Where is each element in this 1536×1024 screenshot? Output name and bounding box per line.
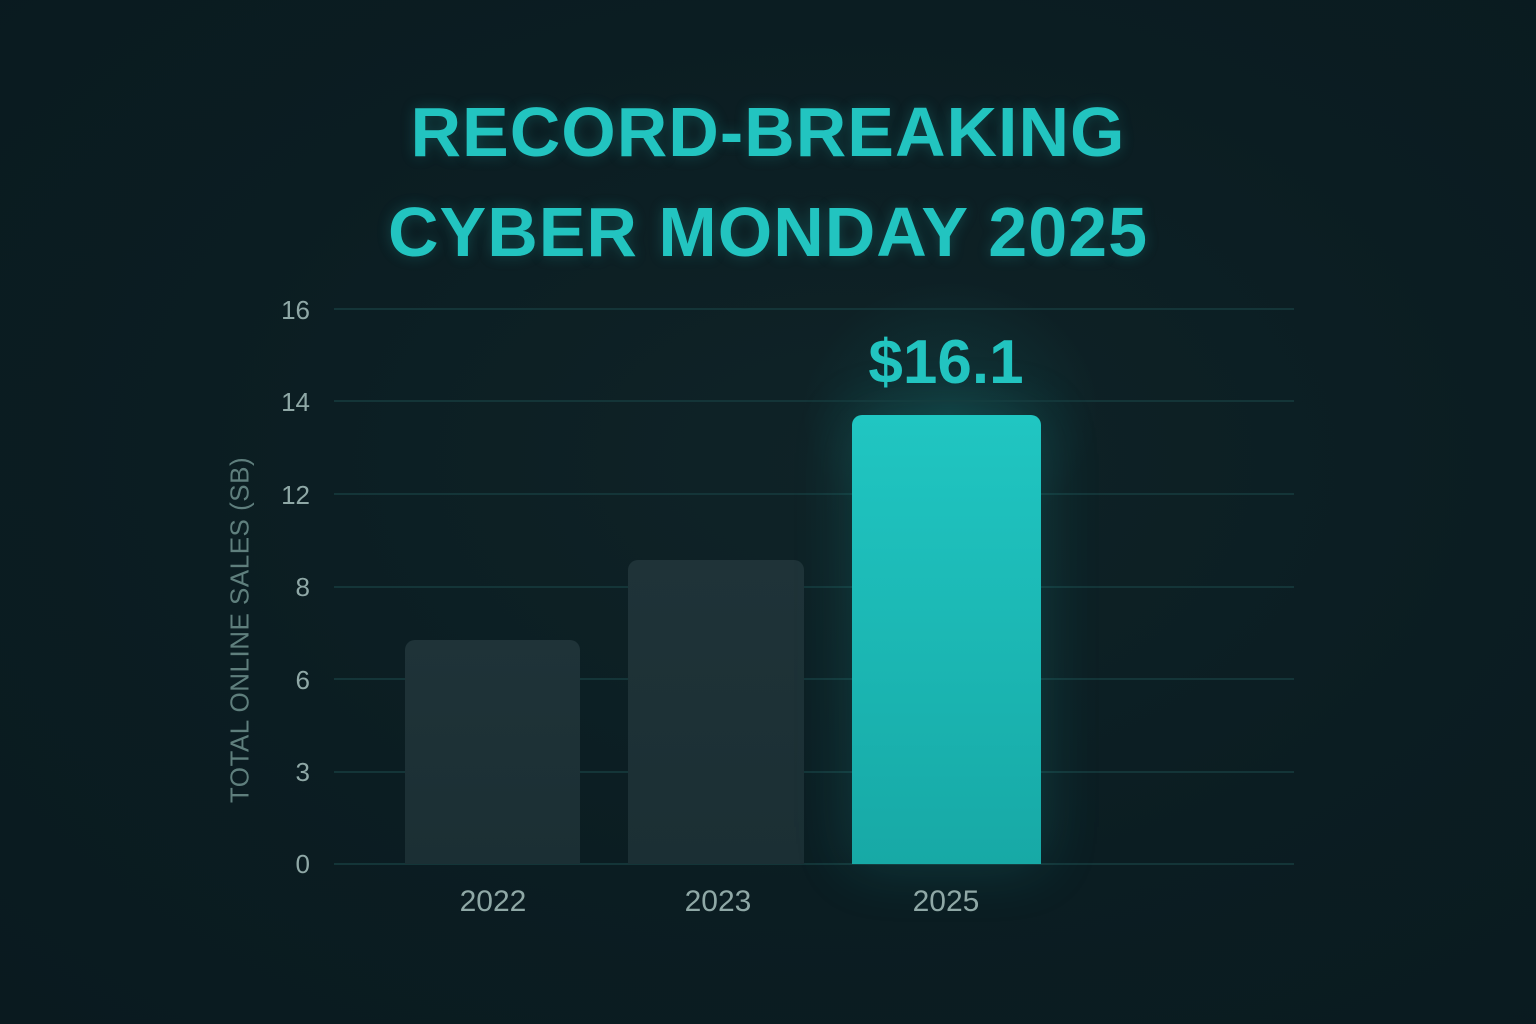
chart-title-line-2: CYBER MONDAY 2025 <box>387 193 1149 271</box>
y-axis-label: TOTAL ONLINE SALES (SB) <box>224 456 255 804</box>
bar-2025-value-label: $16.1 <box>868 328 1024 397</box>
ytick-label: 12 <box>281 480 310 510</box>
ytick-label: 3 <box>295 757 310 787</box>
gridline-0 <box>334 863 1294 865</box>
ytick-label: 8 <box>295 572 310 602</box>
bar-2025 <box>852 415 1041 864</box>
gridline-16 <box>334 308 1294 310</box>
gridline-14 <box>334 400 1294 402</box>
bar-2022 <box>405 640 580 864</box>
ytick-label: 14 <box>281 387 310 417</box>
chart-title-line-1: RECORD-BREAKING <box>410 93 1126 171</box>
bar-2023 <box>628 560 804 864</box>
chart-title: RECORD-BREAKING CYBER MONDAY 2025 <box>0 82 1536 282</box>
ytick-label: 0 <box>295 849 310 879</box>
gridline-3 <box>334 771 1294 773</box>
ytick-label: 6 <box>295 665 310 695</box>
gridline-6 <box>334 678 1294 680</box>
xtick-label: 2023 <box>684 885 752 918</box>
gridline-12 <box>334 493 1294 495</box>
ytick-label: 16 <box>281 295 310 325</box>
xtick-label: 2022 <box>459 885 527 918</box>
xtick-label: 2025 <box>912 885 980 918</box>
gridline-8 <box>334 586 1294 588</box>
